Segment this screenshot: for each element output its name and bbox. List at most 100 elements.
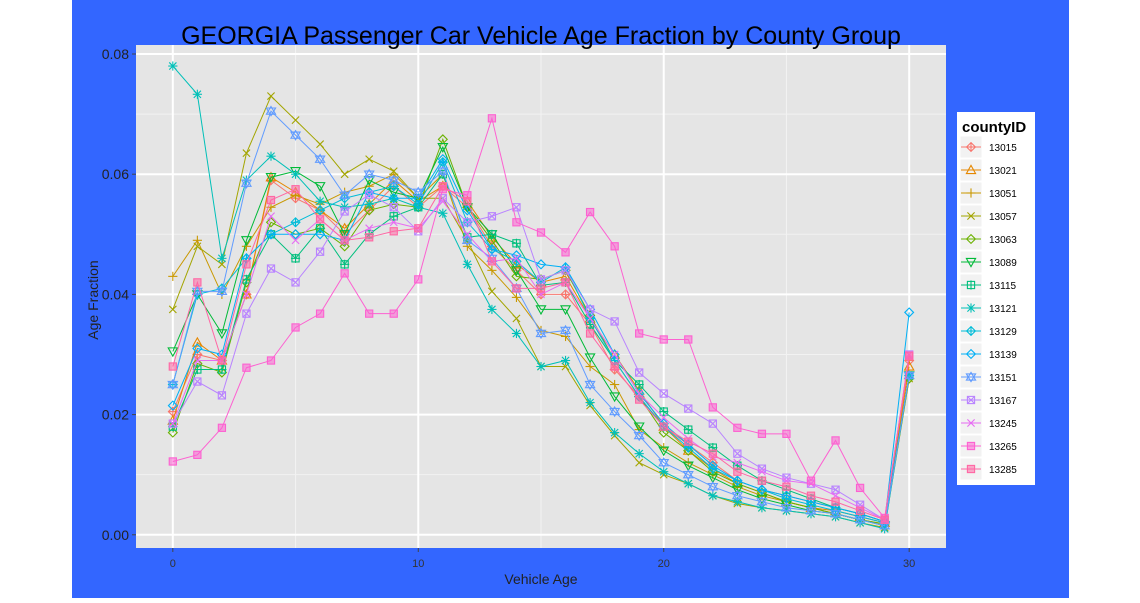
legend-item-13089: 13089 xyxy=(959,250,1017,274)
legend-item-13245: 13245 xyxy=(959,411,1017,435)
data-point-13285 xyxy=(389,227,398,236)
legend-item-13151: 13151 xyxy=(959,365,1017,389)
data-point-13151 xyxy=(167,378,179,391)
data-point-13285 xyxy=(315,215,325,224)
data-point-13089 xyxy=(240,236,252,247)
data-point-13285 xyxy=(193,278,202,287)
data-point-13245 xyxy=(291,236,300,245)
data-point-13151 xyxy=(829,508,842,520)
data-point-13151 xyxy=(731,490,743,502)
data-point-13089 xyxy=(560,305,572,316)
data-point-13121 xyxy=(708,491,718,501)
data-point-13089 xyxy=(609,392,621,403)
legend-key-marker xyxy=(967,419,975,427)
data-point-13167 xyxy=(217,391,227,400)
data-point-13285 xyxy=(831,497,840,506)
data-point-13063 xyxy=(339,241,350,252)
data-point-13057 xyxy=(635,458,644,467)
data-point-13121 xyxy=(634,449,644,459)
data-point-13115 xyxy=(315,223,325,233)
data-point-13167 xyxy=(266,264,276,273)
data-point-13089 xyxy=(584,353,596,364)
data-point-13139 xyxy=(388,193,399,204)
data-point-13167 xyxy=(684,404,693,413)
data-point-13245 xyxy=(242,290,251,299)
legend-label: 13051 xyxy=(989,189,1017,200)
data-point-13285 xyxy=(782,482,791,491)
data-point-13121 xyxy=(610,428,620,438)
data-point-13285 xyxy=(733,467,742,476)
data-point-13167 xyxy=(708,419,717,428)
legend-key-marker xyxy=(965,164,977,175)
data-point-13265 xyxy=(266,356,276,365)
data-point-13151 xyxy=(609,405,621,418)
data-point-13265 xyxy=(806,476,816,485)
y-tick-label: 0.06 xyxy=(102,166,129,182)
data-point-13285 xyxy=(512,284,521,293)
data-point-13167 xyxy=(536,275,546,284)
data-point-13245 xyxy=(193,356,202,365)
legend-key-marker xyxy=(965,257,977,268)
legend-label: 13121 xyxy=(989,304,1017,315)
legend-item-13139: 13139 xyxy=(959,342,1017,366)
legend-key-marker xyxy=(965,348,977,360)
data-point-13151 xyxy=(805,505,817,517)
legend-item-13115: 13115 xyxy=(959,273,1017,297)
data-point-13285 xyxy=(438,182,447,191)
data-point-13089 xyxy=(437,143,449,153)
data-point-13285 xyxy=(414,224,423,233)
legend-label: 13021 xyxy=(989,166,1017,177)
legend-key-marker xyxy=(965,233,977,245)
y-tick-label: 0.02 xyxy=(102,407,129,423)
data-point-13021 xyxy=(339,222,351,233)
data-point-13167 xyxy=(315,247,325,256)
data-point-13151 xyxy=(559,324,572,337)
data-point-13151 xyxy=(437,165,449,177)
legend-label: 13139 xyxy=(989,350,1017,361)
data-point-13139 xyxy=(560,262,571,273)
data-point-13089 xyxy=(265,173,277,183)
series-line-13151 xyxy=(172,110,910,527)
x-tick-label: 0 xyxy=(170,558,176,570)
data-point-13057 xyxy=(512,314,521,323)
series-line-13139 xyxy=(172,158,910,523)
data-point-13265 xyxy=(708,403,717,412)
data-point-13115 xyxy=(634,379,644,390)
legend-item-13121: 13121 xyxy=(959,296,1017,320)
data-point-13121 xyxy=(290,169,301,179)
data-point-13089 xyxy=(510,266,522,277)
data-point-13139 xyxy=(192,343,203,354)
data-point-13051 xyxy=(610,379,620,390)
data-point-13151 xyxy=(339,189,351,201)
data-point-13265 xyxy=(365,309,374,318)
legend-key-marker xyxy=(966,188,976,198)
data-point-13285 xyxy=(585,329,595,338)
data-point-13057 xyxy=(217,260,226,269)
data-point-13285 xyxy=(905,351,914,360)
data-point-13139 xyxy=(290,229,301,240)
data-point-13089 xyxy=(731,485,743,496)
data-point-13151 xyxy=(216,285,228,298)
legend-label: 13057 xyxy=(989,212,1017,223)
data-point-13121 xyxy=(438,208,448,218)
data-point-13167 xyxy=(585,305,595,314)
data-point-13285 xyxy=(684,437,693,446)
data-point-13167 xyxy=(242,309,251,318)
data-point-13057 xyxy=(168,305,177,314)
data-point-13121 xyxy=(192,89,202,99)
data-point-13089 xyxy=(314,182,326,192)
chart-svg: 0 10 20 30 0.00 0.02 0.04 0.06 0.08 GEORGIA Pas… xyxy=(72,0,1069,598)
data-point-13285 xyxy=(635,395,644,404)
legend-key-marker xyxy=(966,395,976,405)
data-point-13089 xyxy=(756,494,768,505)
data-point-13139 xyxy=(437,154,448,165)
data-point-13063 xyxy=(364,205,375,216)
data-point-13139 xyxy=(732,475,743,486)
data-point-13121 xyxy=(487,304,497,315)
data-point-13245 xyxy=(389,218,398,227)
y-axis: 0.00 0.02 0.04 0.06 0.08 xyxy=(102,46,136,543)
legend-label: 13151 xyxy=(989,373,1017,384)
legend-key-marker xyxy=(967,212,975,220)
data-point-13265 xyxy=(389,309,398,318)
data-point-13151 xyxy=(903,369,915,382)
